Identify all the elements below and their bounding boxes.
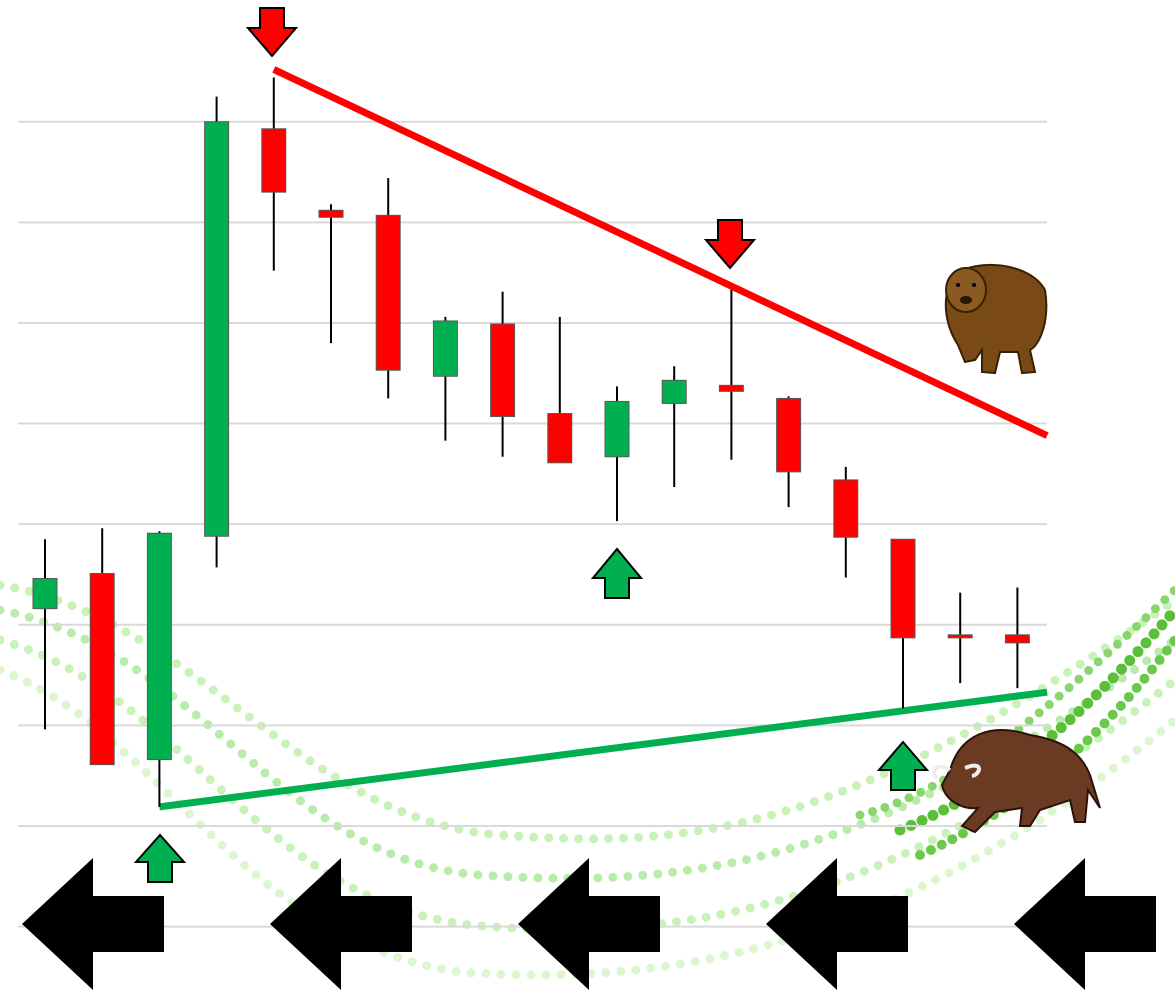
- candle-body: [146, 532, 172, 761]
- dot-wave: [0, 580, 1175, 980]
- trendlines: [158, 66, 1049, 811]
- bull: [932, 729, 1101, 834]
- candles: [32, 77, 1030, 807]
- candle-body: [89, 572, 115, 766]
- back-arrow[interactable]: [518, 858, 660, 990]
- signal-arrows: [133, 7, 930, 883]
- nav-arrows: [22, 858, 1156, 990]
- back-arrow[interactable]: [1014, 858, 1156, 990]
- bear: [944, 263, 1048, 375]
- candle-body: [547, 413, 573, 464]
- candle-body: [890, 538, 916, 639]
- candle-body: [375, 214, 401, 371]
- back-arrow[interactable]: [270, 858, 412, 990]
- back-arrow[interactable]: [766, 858, 908, 990]
- buy-arrow: [133, 833, 187, 883]
- candle-body: [318, 209, 344, 218]
- buy-arrow: [590, 547, 644, 599]
- candle-body: [661, 379, 687, 404]
- candle-body: [776, 397, 802, 473]
- candle-body: [490, 323, 516, 418]
- candle-body: [432, 320, 458, 377]
- candle-body: [1004, 634, 1030, 644]
- candle-body: [204, 121, 230, 537]
- trendline: [272, 66, 1049, 439]
- sell-arrow: [245, 7, 299, 58]
- sell-arrow: [703, 219, 757, 270]
- candle-body: [947, 634, 973, 639]
- buy-arrow: [876, 740, 930, 791]
- back-arrow[interactable]: [22, 858, 164, 990]
- candle-body: [261, 128, 287, 193]
- trendline: [158, 688, 1048, 811]
- candle-body: [604, 400, 630, 458]
- candle-body: [718, 384, 744, 392]
- candle-body: [833, 479, 859, 538]
- candle-body: [32, 577, 58, 610]
